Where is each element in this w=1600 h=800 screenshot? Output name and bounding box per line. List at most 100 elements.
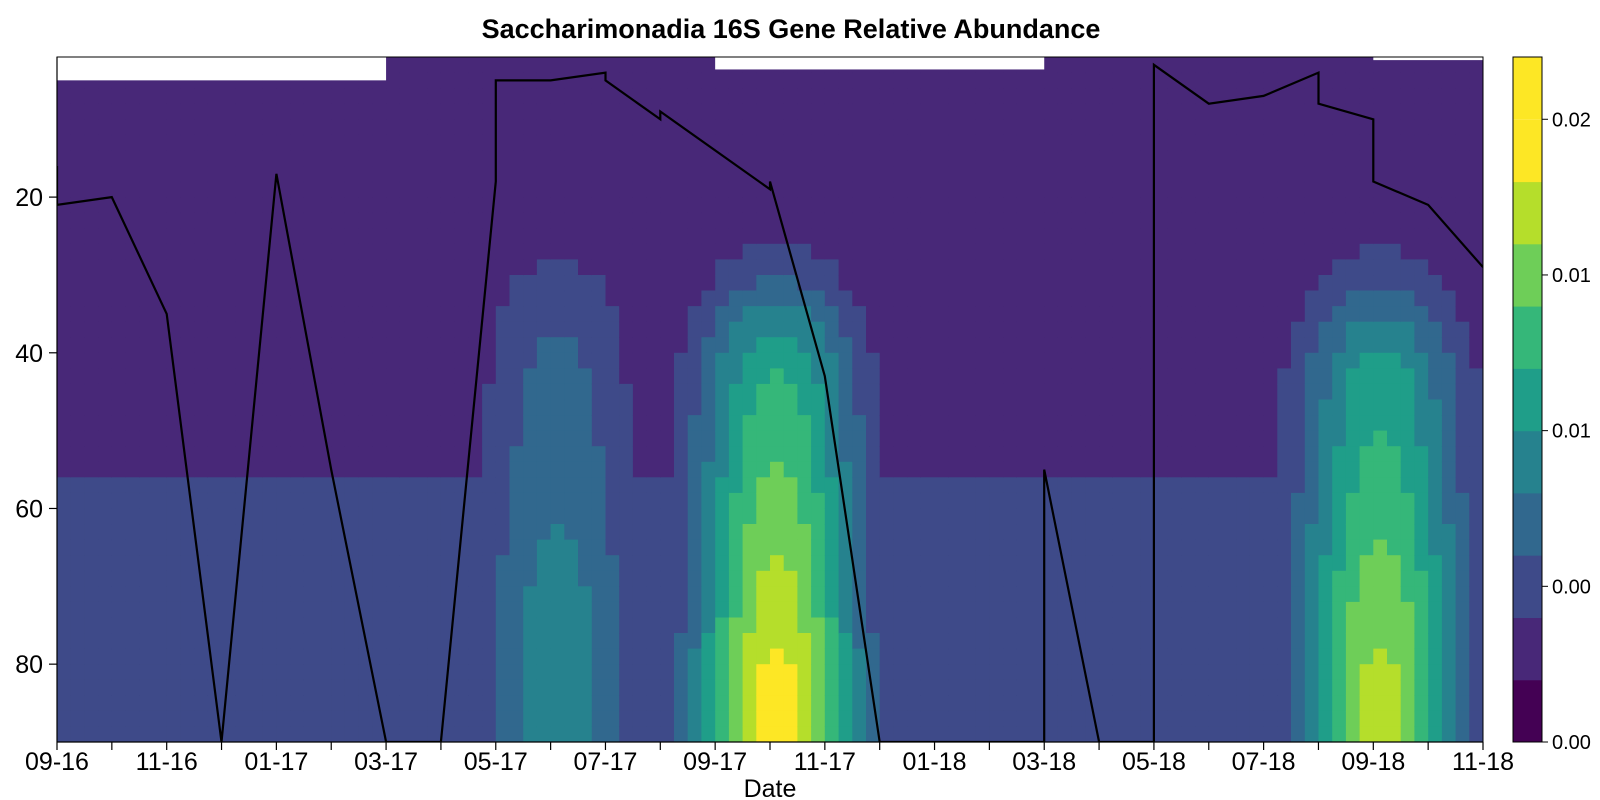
heatmap-cell bbox=[523, 181, 538, 198]
heatmap-cell bbox=[1112, 633, 1128, 650]
heatmap-cell bbox=[372, 352, 387, 369]
heatmap-cell bbox=[1332, 617, 1347, 634]
heatmap-cell bbox=[1222, 259, 1237, 276]
heatmap-cell bbox=[1359, 134, 1374, 151]
heatmap-cell bbox=[619, 508, 634, 525]
heatmap-cell bbox=[1263, 633, 1278, 650]
heatmap-cell bbox=[440, 166, 456, 183]
heatmap-cell bbox=[1071, 352, 1086, 369]
heatmap-cell bbox=[249, 710, 264, 728]
heatmap-cell bbox=[1400, 243, 1415, 260]
heatmap-cell bbox=[1071, 119, 1086, 136]
heatmap-cell bbox=[84, 181, 99, 198]
heatmap-cell bbox=[536, 679, 552, 696]
heatmap-cell bbox=[660, 119, 675, 136]
heatmap-cell bbox=[975, 259, 990, 276]
heatmap-cell bbox=[1236, 695, 1251, 712]
heatmap-cell bbox=[770, 166, 785, 183]
heatmap-cell bbox=[1222, 570, 1237, 587]
heatmap-cell bbox=[564, 633, 579, 650]
heatmap-cell bbox=[1153, 368, 1169, 385]
heatmap-cell bbox=[1318, 150, 1333, 167]
heatmap-cell bbox=[1441, 166, 1457, 183]
heatmap-cell bbox=[111, 181, 127, 198]
heatmap-cell bbox=[948, 88, 963, 105]
heatmap-cell bbox=[262, 337, 277, 354]
heatmap-cell bbox=[536, 570, 552, 587]
heatmap-cell bbox=[509, 492, 524, 510]
heatmap-cell bbox=[1181, 181, 1196, 198]
heatmap-cell bbox=[866, 539, 881, 556]
heatmap-cell bbox=[852, 524, 867, 541]
heatmap-cell bbox=[907, 570, 922, 587]
heatmap-cell bbox=[1332, 368, 1347, 385]
heatmap-cell bbox=[509, 181, 524, 198]
heatmap-cell bbox=[1373, 290, 1388, 307]
heatmap-cell bbox=[358, 166, 373, 183]
heatmap-cell bbox=[98, 197, 113, 214]
heatmap-cell bbox=[303, 150, 319, 167]
heatmap-cell bbox=[811, 103, 826, 120]
heatmap-cell bbox=[1181, 648, 1196, 665]
heatmap-cell bbox=[495, 430, 511, 447]
heatmap-cell bbox=[1016, 368, 1032, 385]
heatmap-cell bbox=[564, 119, 579, 136]
heatmap-cell bbox=[824, 321, 840, 338]
heatmap-cell bbox=[564, 243, 579, 260]
heatmap-cell bbox=[619, 228, 634, 245]
heatmap-cell bbox=[1373, 601, 1388, 619]
heatmap-cell bbox=[1263, 228, 1278, 245]
heatmap-cell bbox=[619, 103, 634, 120]
heatmap-cell bbox=[454, 57, 469, 58]
heatmap-cell bbox=[1332, 508, 1347, 525]
heatmap-cell bbox=[1249, 72, 1265, 89]
heatmap-cell bbox=[619, 679, 634, 696]
heatmap-cell bbox=[344, 508, 360, 525]
heatmap-cell bbox=[1208, 679, 1224, 696]
heatmap-cell bbox=[989, 664, 1004, 681]
heatmap-cell bbox=[893, 150, 908, 167]
heatmap-cell bbox=[1291, 508, 1306, 525]
heatmap-cell bbox=[632, 710, 648, 728]
heatmap-cell bbox=[454, 321, 469, 338]
heatmap-cell bbox=[1441, 103, 1457, 120]
heatmap-cell bbox=[1304, 321, 1320, 338]
heatmap-cell bbox=[249, 228, 264, 245]
heatmap-cell bbox=[811, 399, 826, 416]
heatmap-cell bbox=[276, 275, 291, 292]
heatmap-cell bbox=[1195, 695, 1210, 712]
heatmap-cell bbox=[399, 166, 415, 183]
heatmap-cell bbox=[1263, 181, 1278, 198]
heatmap-cell bbox=[276, 664, 291, 681]
heatmap-cell bbox=[783, 601, 798, 619]
heatmap-cell bbox=[838, 321, 853, 338]
heatmap-cell bbox=[413, 586, 428, 603]
heatmap-cell bbox=[1400, 275, 1415, 292]
heatmap-cell bbox=[180, 601, 195, 619]
heatmap-cell bbox=[84, 617, 99, 634]
heatmap-cell bbox=[797, 259, 812, 276]
heatmap-cell bbox=[742, 586, 757, 603]
heatmap-cell bbox=[1030, 648, 1045, 665]
heatmap-cell bbox=[660, 461, 675, 478]
heatmap-cell bbox=[1400, 259, 1415, 276]
heatmap-cell bbox=[1181, 415, 1196, 432]
heatmap-cell bbox=[1373, 150, 1388, 167]
heatmap-cell bbox=[934, 228, 949, 245]
heatmap-cell bbox=[482, 446, 497, 463]
heatmap-cell bbox=[344, 617, 360, 634]
heatmap-cell bbox=[317, 259, 332, 276]
heatmap-cell bbox=[1318, 72, 1333, 89]
heatmap-cell bbox=[1345, 570, 1361, 587]
heatmap-cell bbox=[153, 275, 168, 292]
heatmap-cell bbox=[509, 617, 524, 634]
heatmap-cell bbox=[427, 617, 442, 634]
heatmap-cell bbox=[70, 212, 85, 229]
heatmap-cell bbox=[756, 88, 771, 105]
heatmap-cell bbox=[1016, 119, 1032, 136]
heatmap-cell bbox=[1428, 508, 1443, 525]
heatmap-cell bbox=[317, 648, 332, 665]
heatmap-cell bbox=[838, 617, 853, 634]
heatmap-cell bbox=[1181, 726, 1196, 742]
heatmap-cell bbox=[866, 337, 881, 354]
